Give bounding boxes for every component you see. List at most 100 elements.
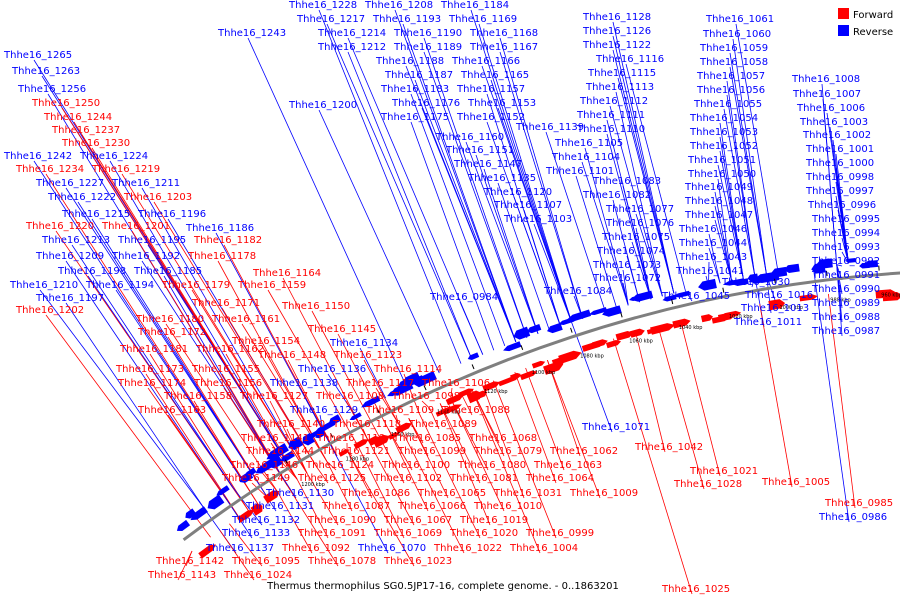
gene-label: Thhe16_1213 bbox=[41, 235, 110, 246]
gene-label: Thhe16_1132 bbox=[231, 515, 300, 526]
gene-label: Thhe16_1166 bbox=[451, 56, 520, 67]
gene-label: Thhe16_1048 bbox=[684, 196, 753, 207]
gene-label: Thhe16_1098 bbox=[391, 391, 460, 402]
label-connector bbox=[322, 431, 389, 554]
gene-label: Thhe16_1142 bbox=[155, 556, 224, 567]
gene-label: Thhe16_1019 bbox=[459, 515, 528, 526]
forward-gene bbox=[236, 509, 255, 523]
forward-gene bbox=[724, 310, 742, 319]
gene-label: Thhe16_1000 bbox=[805, 158, 874, 169]
legend-reverse-swatch bbox=[838, 25, 849, 36]
label-connector bbox=[571, 322, 613, 433]
gene-label: Thhe16_1147 bbox=[453, 159, 522, 170]
gene-label: Thhe16_0987 bbox=[811, 326, 880, 337]
gene-label: Thhe16_0996 bbox=[807, 200, 876, 211]
label-connector bbox=[408, 418, 449, 499]
label-connector bbox=[465, 141, 539, 334]
label-connector bbox=[356, 444, 405, 539]
forward-gene bbox=[353, 439, 369, 450]
gene-label: Thhe16_1063 bbox=[533, 460, 602, 471]
label-connector bbox=[410, 93, 506, 347]
label-connector bbox=[617, 77, 675, 294]
label-connector bbox=[759, 304, 793, 488]
label-connector bbox=[513, 196, 561, 327]
gene-label: Thhe16_1085 bbox=[392, 433, 461, 444]
gene-label: Thhe16_1188 bbox=[375, 56, 444, 67]
gene-label: Thhe16_1152 bbox=[456, 112, 525, 123]
gene-label: Thhe16_1041 bbox=[675, 266, 744, 277]
gene-label: Thhe16_1185 bbox=[133, 266, 202, 277]
gene-label: Thhe16_1227 bbox=[35, 178, 104, 189]
forward-gene bbox=[799, 294, 818, 302]
gene-label: Thhe16_1002 bbox=[802, 130, 871, 141]
gene-label: Thhe16_1164 bbox=[252, 268, 321, 279]
gene-label: Thhe16_1081 bbox=[449, 473, 518, 484]
gene-label: Thhe16_0998 bbox=[805, 172, 874, 183]
reverse-gene bbox=[662, 294, 677, 302]
gene-label: Thhe16_1045 bbox=[661, 291, 730, 302]
scale-tick bbox=[570, 327, 573, 333]
legend-reverse-label: Reverse bbox=[853, 27, 893, 38]
reverse-gene bbox=[313, 420, 336, 435]
gene-label: Thhe16_1215 bbox=[61, 209, 130, 220]
gene-label: Thhe16_1047 bbox=[684, 210, 753, 221]
gene-label: Thhe16_1119 bbox=[316, 433, 385, 444]
gene-label: Thhe16_1217 bbox=[296, 14, 365, 25]
label-connector bbox=[414, 79, 517, 342]
gene-label: Thhe16_1187 bbox=[384, 70, 453, 81]
label-connector bbox=[635, 227, 652, 300]
gene-label: Thhe16_1127 bbox=[239, 391, 308, 402]
reverse-gene bbox=[674, 290, 691, 298]
gene-label: Thhe16_1116 bbox=[595, 54, 664, 65]
label-connector bbox=[836, 264, 843, 267]
gene-label: Thhe16_1071 bbox=[581, 422, 650, 433]
gene-label: Thhe16_1157 bbox=[456, 84, 525, 95]
gene-label: Thhe16_1125 bbox=[297, 473, 366, 484]
forward-gene bbox=[474, 390, 488, 400]
label-connector bbox=[109, 160, 283, 456]
label-connector bbox=[717, 164, 744, 279]
label-connector bbox=[497, 107, 572, 323]
label-connector bbox=[836, 264, 843, 337]
gene-label: Thhe16_1228 bbox=[288, 0, 357, 11]
gene-label: Thhe16_1189 bbox=[393, 42, 462, 53]
gene-label: Thhe16_1105 bbox=[554, 138, 623, 149]
gene-label: Thhe16_1095 bbox=[231, 556, 300, 567]
gene-label: Thhe16_1176 bbox=[391, 98, 460, 109]
gene-label: Thhe16_1151 bbox=[445, 145, 514, 156]
reverse-gene bbox=[566, 309, 592, 322]
gene-label: Thhe16_1242 bbox=[3, 151, 72, 162]
label-connector bbox=[450, 387, 453, 399]
reverse-gene bbox=[816, 258, 833, 269]
label-connector bbox=[735, 23, 779, 273]
gene-label: Thhe16_1117 bbox=[345, 378, 414, 389]
label-connector bbox=[367, 439, 415, 526]
scale-tick bbox=[722, 287, 725, 293]
label-connector bbox=[482, 384, 525, 499]
label-connector bbox=[708, 233, 721, 284]
forward-gene bbox=[605, 340, 622, 349]
gene-label: Thhe16_1224 bbox=[79, 151, 148, 162]
scale-tick bbox=[520, 344, 524, 351]
label-connector bbox=[732, 38, 767, 275]
scale-tick bbox=[671, 299, 674, 305]
forward-gene bbox=[388, 432, 400, 440]
gene-label: Thhe16_0994 bbox=[811, 228, 880, 239]
gene-label: Thhe16_0999 bbox=[525, 528, 594, 539]
label-connector bbox=[221, 307, 318, 468]
label-connector bbox=[547, 359, 601, 499]
gene-label: Thhe16_1118 bbox=[332, 419, 401, 430]
gene-labels: Thhe16_1228 Thhe16_1208 Thhe16_1184 Thhe16_… bbox=[3, 0, 893, 595]
gene-label: Thhe16_1109 bbox=[365, 405, 434, 416]
label-connector bbox=[318, 9, 462, 364]
scale-tick-label: 1100 kbp bbox=[532, 370, 556, 376]
label-connector bbox=[450, 398, 489, 471]
gene-label: Thhe16_1104 bbox=[551, 152, 620, 163]
gene-label: Thhe16_1108 bbox=[315, 391, 384, 402]
reverse-gene bbox=[185, 508, 197, 519]
gene-label: Thhe16_1130 bbox=[265, 488, 334, 499]
forward-gene bbox=[338, 449, 350, 457]
label-connector bbox=[229, 523, 263, 567]
label-connector bbox=[306, 473, 339, 526]
